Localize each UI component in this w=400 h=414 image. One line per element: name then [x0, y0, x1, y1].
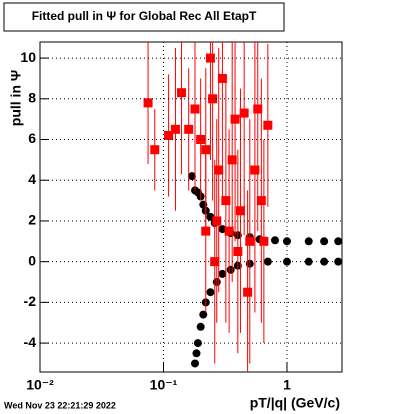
point: [233, 246, 243, 256]
point: [199, 310, 208, 319]
title-box: [3, 2, 285, 32]
point: [187, 172, 196, 181]
plot-area: [143, 42, 342, 372]
point: [224, 226, 234, 236]
point: [263, 120, 273, 130]
y-axis-label: pull in Ψ: [8, 70, 24, 126]
point: [150, 145, 160, 155]
point: [210, 257, 220, 267]
point: [282, 237, 291, 246]
x-tick-label: 10⁻²: [26, 377, 54, 393]
point: [253, 104, 263, 114]
point: [304, 237, 313, 246]
point: [184, 124, 194, 134]
point: [143, 98, 153, 108]
x-tick-label: 10⁻¹: [150, 377, 178, 393]
point: [190, 104, 200, 114]
timestamp: Wed Nov 23 22:21:29 2022: [4, 400, 116, 410]
point: [259, 236, 269, 246]
point: [227, 155, 237, 165]
point: [221, 196, 231, 206]
point: [218, 225, 227, 234]
point: [282, 257, 291, 266]
point: [334, 237, 342, 246]
point: [239, 108, 249, 118]
point: [170, 124, 180, 134]
point: [192, 349, 201, 358]
chart-title: Fitted pull in Ψ for Global Rec All Etap…: [32, 9, 257, 23]
plot-frame: [39, 41, 343, 373]
point: [243, 287, 253, 297]
point: [196, 322, 205, 331]
point: [206, 288, 215, 297]
point: [230, 114, 240, 124]
point: [256, 196, 266, 206]
point: [164, 130, 174, 140]
x-axis-label: pT/|q| (GeV/c): [250, 395, 340, 411]
point: [218, 269, 227, 278]
y-tick-label: 2: [28, 212, 36, 228]
point: [191, 359, 200, 368]
point: [201, 226, 211, 236]
point: [245, 236, 255, 246]
point: [217, 73, 227, 83]
y-tick-label: 4: [28, 171, 36, 187]
point: [320, 237, 329, 246]
y-tick-label: 10: [20, 49, 36, 65]
point: [263, 257, 272, 266]
point: [334, 257, 342, 266]
y-tick-label: 6: [28, 130, 36, 146]
y-tick-label: 0: [28, 252, 36, 268]
point: [235, 206, 245, 216]
y-tick-label: 8: [28, 90, 36, 106]
point: [250, 165, 260, 175]
point: [205, 53, 215, 63]
point: [177, 88, 187, 98]
point: [214, 165, 224, 175]
y-tick-label: -4: [24, 334, 37, 350]
x-tick-label: 1: [283, 377, 291, 393]
point: [193, 339, 202, 348]
point: [271, 236, 280, 245]
point: [226, 265, 235, 274]
y-tick-label: -2: [24, 293, 37, 309]
